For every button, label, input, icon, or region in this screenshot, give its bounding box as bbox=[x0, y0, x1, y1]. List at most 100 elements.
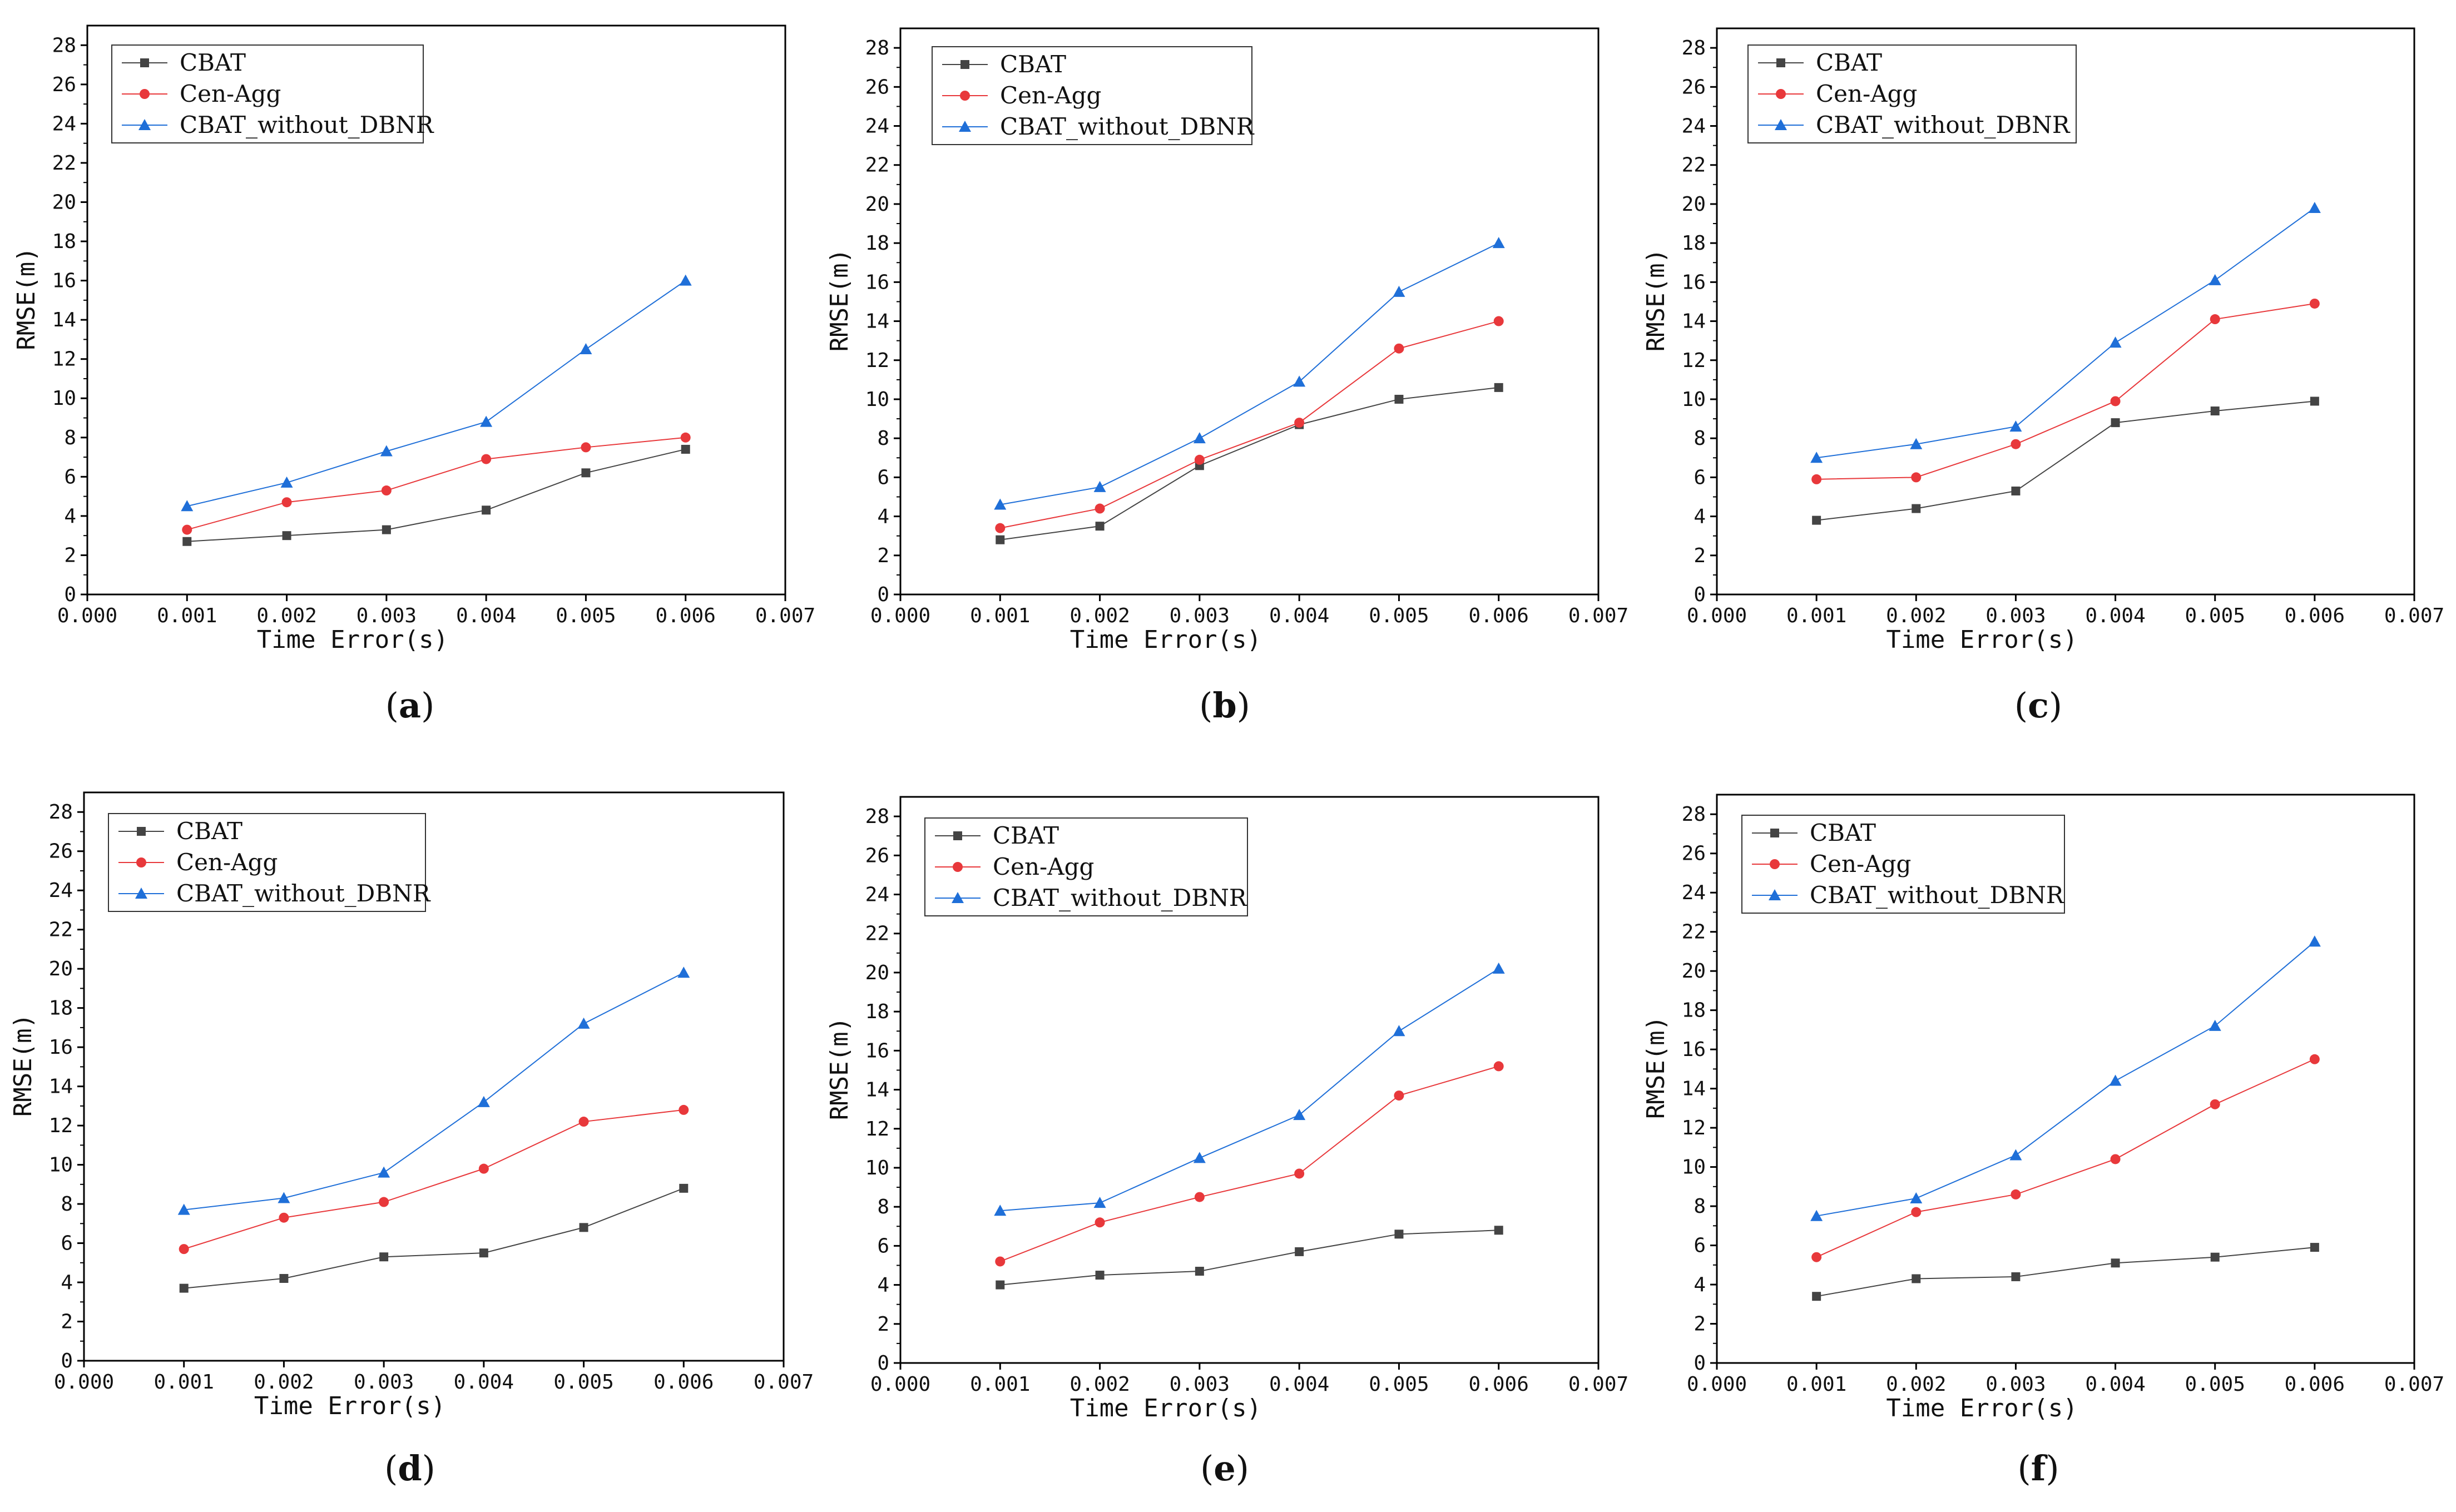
data-point-cbat_without_dbnr bbox=[1910, 438, 1923, 449]
data-point-cbat_without_dbnr bbox=[2009, 1149, 2022, 1161]
x-tick-label: 0.006 bbox=[1469, 604, 1529, 627]
data-point-cen-agg bbox=[578, 1117, 589, 1127]
series-line-cbat bbox=[1000, 1230, 1499, 1286]
panel-label: (a) bbox=[385, 685, 435, 726]
x-axis-title: Time Error(s) bbox=[257, 626, 448, 654]
data-point-cbat bbox=[2011, 1272, 2021, 1281]
series-line-cbat_without_dbnr bbox=[1000, 968, 1499, 1212]
series-line-cbat bbox=[187, 448, 686, 542]
plot-frame bbox=[83, 791, 785, 1362]
data-point-cbat_without_dbnr bbox=[580, 343, 592, 355]
data-point-cbat_without_dbnr bbox=[2009, 420, 2022, 432]
series-line-cbat_without_dbnr bbox=[1816, 207, 2315, 459]
x-tick-label: 0.006 bbox=[2285, 604, 2345, 627]
y-tick-label: 26 bbox=[1682, 842, 1706, 865]
legend-marker bbox=[140, 89, 150, 99]
data-point-cbat_without_dbnr bbox=[1093, 480, 1106, 492]
y-axis-title: RMSE(m) bbox=[1642, 249, 1670, 351]
y-tick-label: 10 bbox=[865, 1157, 889, 1179]
plot-frame bbox=[899, 796, 1600, 1364]
y-tick-label: 8 bbox=[877, 427, 889, 450]
y-tick-label: 26 bbox=[49, 840, 73, 863]
y-tick-label: 20 bbox=[52, 191, 76, 214]
data-point-cbat bbox=[679, 1183, 689, 1193]
y-tick-label: 16 bbox=[1682, 1038, 1706, 1061]
y-tick-label: 4 bbox=[61, 1271, 73, 1294]
data-point-cbat bbox=[179, 1283, 189, 1293]
series-line-cen-agg bbox=[999, 1065, 1499, 1262]
y-axis-title: RMSE(m) bbox=[1642, 1016, 1670, 1119]
x-tick-label: 0.001 bbox=[154, 1371, 214, 1394]
x-tick-label: 0.003 bbox=[1985, 1373, 2046, 1396]
x-tick-label: 0.002 bbox=[254, 1371, 314, 1394]
data-point-cbat_without_dbnr bbox=[380, 445, 393, 457]
x-tick-label: 0.003 bbox=[1170, 1373, 1230, 1396]
data-point-cbat bbox=[996, 535, 1005, 544]
x-tick-label: 0.002 bbox=[1069, 604, 1130, 627]
y-tick-label: 14 bbox=[865, 1079, 889, 1102]
data-point-cbat bbox=[1394, 394, 1404, 404]
y-tick-label: 28 bbox=[865, 37, 889, 60]
data-point-cen-agg bbox=[1911, 1207, 1922, 1217]
y-tick-label: 8 bbox=[64, 427, 76, 449]
y-tick-label: 6 bbox=[64, 465, 76, 488]
data-point-cen-agg bbox=[1394, 343, 1404, 354]
legend-entry: Cen-Agg bbox=[1000, 82, 1101, 109]
data-point-cen-agg bbox=[995, 1256, 1006, 1267]
x-tick-label: 0.000 bbox=[54, 1371, 114, 1394]
data-point-cbat_without_dbnr bbox=[1910, 1192, 1923, 1203]
data-point-cen-agg bbox=[2110, 396, 2121, 406]
legend-entry: CBAT bbox=[1000, 51, 1066, 78]
data-point-cen-agg bbox=[2210, 1099, 2220, 1109]
x-axis-title: Time Error(s) bbox=[1070, 626, 1261, 654]
series-line-cen-agg bbox=[1000, 320, 1499, 529]
legend-entry: CBAT bbox=[1816, 49, 1882, 76]
y-tick-label: 0 bbox=[1694, 1352, 1706, 1375]
data-point-cbat_without_dbnr bbox=[1492, 962, 1505, 974]
legend-entry: CBAT bbox=[1810, 819, 1876, 846]
y-tick-label: 4 bbox=[877, 1274, 889, 1297]
y-tick-label: 22 bbox=[49, 919, 73, 941]
data-point-cbat bbox=[2210, 1252, 2220, 1262]
x-tick-label: 0.006 bbox=[1469, 1373, 1529, 1396]
y-tick-label: 8 bbox=[1694, 1195, 1706, 1218]
data-point-cen-agg bbox=[381, 485, 392, 496]
data-point-cbat bbox=[2310, 1243, 2319, 1252]
y-tick-label: 14 bbox=[49, 1075, 73, 1098]
y-tick-label: 24 bbox=[52, 112, 76, 135]
legend-marker bbox=[953, 831, 962, 840]
x-tick-label: 0.001 bbox=[970, 604, 1030, 627]
y-tick-label: 4 bbox=[64, 505, 76, 528]
legend-entry: CBAT_without_DBNR bbox=[1000, 113, 1255, 140]
y-tick-label: 14 bbox=[1682, 310, 1706, 333]
data-point-cbat_without_dbnr bbox=[278, 1192, 290, 1203]
y-tick-label: 0 bbox=[1694, 583, 1706, 606]
y-tick-label: 6 bbox=[877, 1235, 889, 1257]
data-point-cen-agg bbox=[2309, 298, 2320, 309]
legend-marker bbox=[953, 862, 963, 872]
data-point-cbat bbox=[1394, 1230, 1404, 1239]
data-point-cen-agg bbox=[2110, 1154, 2121, 1164]
y-axis-title: RMSE(m) bbox=[9, 1014, 37, 1117]
panel-label: (c) bbox=[2014, 685, 2062, 726]
data-point-cbat bbox=[282, 531, 291, 541]
y-tick-label: 6 bbox=[1694, 1235, 1706, 1257]
x-tick-label: 0.002 bbox=[1886, 1373, 1946, 1396]
y-axis-title: RMSE(m) bbox=[825, 1017, 854, 1120]
series-line-cbat_without_dbnr bbox=[1816, 941, 2315, 1217]
data-point-cen-agg bbox=[182, 524, 192, 535]
x-axis-title: Time Error(s) bbox=[1886, 1394, 2077, 1422]
series-line-cbat_without_dbnr bbox=[187, 280, 686, 507]
chart-panel-d: 0.000 0.001 0.002 0.003 0.004 0.005 0.006 0.007… bbox=[9, 791, 814, 1489]
y-tick-label: 12 bbox=[865, 349, 889, 372]
data-point-cen-agg bbox=[478, 1163, 489, 1174]
y-tick-label: 26 bbox=[1682, 76, 1706, 98]
y-tick-label: 2 bbox=[1694, 544, 1706, 567]
y-tick-label: 16 bbox=[52, 270, 76, 293]
y-tick-label: 28 bbox=[1682, 37, 1706, 60]
y-tick-label: 28 bbox=[865, 805, 889, 828]
series-line-cen-agg bbox=[184, 1109, 684, 1250]
y-tick-label: 4 bbox=[1694, 1273, 1706, 1296]
x-tick-label: 0.005 bbox=[1369, 1373, 1429, 1396]
data-point-cen-agg bbox=[1811, 1252, 1822, 1262]
